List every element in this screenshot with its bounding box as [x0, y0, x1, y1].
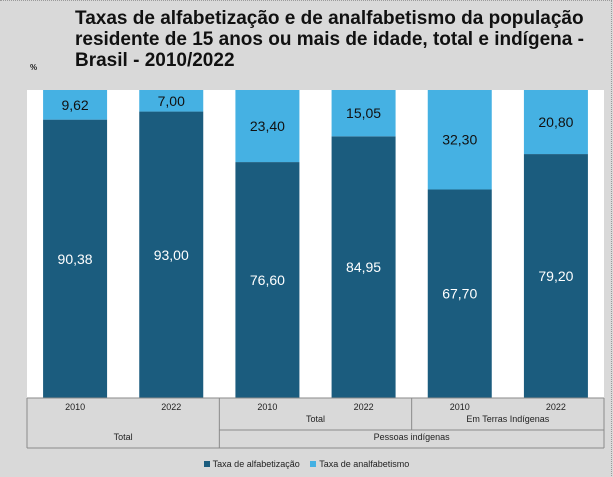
- data-label-analfabetismo: 7,00: [158, 93, 185, 109]
- x-tick-label: 2022: [161, 402, 181, 412]
- data-label-alfabetizacao: 76,60: [250, 272, 285, 288]
- group-label: Pessoas indígenas: [374, 432, 451, 442]
- x-tick-label: 2022: [546, 402, 566, 412]
- data-label-analfabetismo: 9,62: [61, 97, 88, 113]
- bar-alfabetizacao: [139, 111, 204, 398]
- data-label-alfabetizacao: 84,95: [346, 259, 381, 275]
- group-label: Total: [114, 432, 133, 442]
- data-label-alfabetizacao: 93,00: [154, 247, 189, 263]
- bar-analfabetismo: [139, 90, 204, 112]
- data-label-analfabetismo: 32,30: [442, 132, 477, 148]
- legend-item-alfabetizacao: Taxa de alfabetização: [203, 459, 300, 469]
- unit-label: %: [30, 63, 38, 72]
- chart-svg: 90,38 9,62 93,00 7,00 76,60 23,40 84,95 15,05 67…: [26, 90, 605, 449]
- data-label-analfabetismo: 20,80: [538, 114, 573, 130]
- data-label-analfabetismo: 15,05: [346, 105, 381, 121]
- bar-alfabetizacao: [523, 154, 588, 398]
- bar-analfabetismo: [523, 90, 588, 155]
- bar-analfabetismo: [43, 90, 108, 120]
- group-label: Total: [306, 414, 325, 424]
- plot-area: [27, 90, 604, 398]
- legend-swatch-analfabetismo: [310, 461, 317, 467]
- bar-alfabetizacao: [427, 189, 492, 398]
- data-label-analfabetismo: 23,40: [250, 118, 285, 134]
- legend-label-alfabetizacao: Taxa de alfabetização: [212, 459, 300, 469]
- group-label: Em Terras Indígenas: [466, 414, 549, 424]
- legend-swatch-alfabetizacao: [203, 461, 210, 467]
- chart-title: Taxas de alfabetização e de analfabetism…: [75, 8, 584, 71]
- data-label-alfabetizacao: 67,70: [442, 286, 477, 302]
- legend-label-analfabetismo: Taxa de analfabetismo: [319, 459, 410, 469]
- data-label-alfabetizacao: 90,38: [58, 251, 93, 267]
- bar-analfabetismo: [235, 90, 300, 163]
- x-tick-label: 2010: [257, 402, 277, 412]
- chart-legend: Taxa de alfabetização Taxa de analfabeti…: [0, 459, 613, 469]
- bar-analfabetismo: [331, 90, 396, 137]
- bar-alfabetizacao: [331, 136, 396, 398]
- bar-alfabetizacao: [43, 119, 108, 398]
- bar-analfabetismo: [427, 90, 492, 190]
- x-tick-label: 2010: [450, 402, 470, 412]
- x-tick-label: 2022: [354, 402, 374, 412]
- data-label-alfabetizacao: 79,20: [538, 268, 573, 284]
- bar-alfabetizacao: [235, 162, 300, 398]
- legend-item-analfabetismo: Taxa de analfabetismo: [310, 459, 409, 469]
- x-tick-label: 2010: [65, 402, 85, 412]
